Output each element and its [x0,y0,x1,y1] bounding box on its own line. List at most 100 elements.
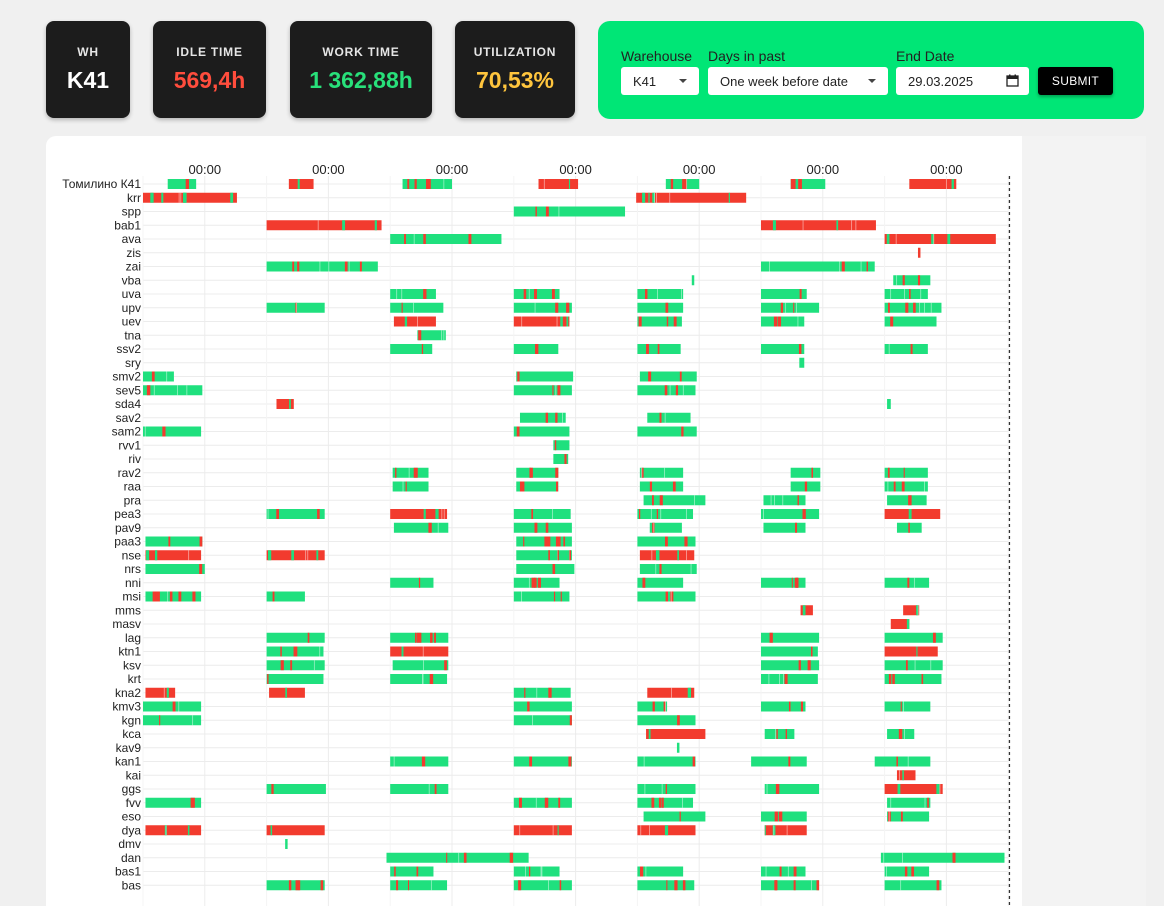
gantt-bar[interactable] [751,756,807,767]
gantt-bar[interactable] [390,866,434,877]
gantt-bar[interactable] [799,357,805,368]
gantt-bar[interactable] [417,330,446,341]
gantt-bar[interactable] [390,880,448,891]
gantt-bar[interactable] [691,275,695,286]
submit-button[interactable]: SUBMIT [1038,67,1113,95]
gantt-bar[interactable] [764,729,795,739]
gantt-bar[interactable] [761,220,876,231]
gantt-bar[interactable] [386,852,529,863]
gantt-bar[interactable] [266,660,325,671]
gantt-bar[interactable] [643,495,706,506]
gantt-bar[interactable] [145,687,176,698]
gantt-bar[interactable] [266,825,325,836]
gantt-bar[interactable] [761,509,820,519]
gantt-bar[interactable] [516,467,559,478]
warehouse-select[interactable]: K41 [621,67,699,95]
days-in-past-select[interactable]: One week before date [708,67,888,95]
gantt-bar[interactable] [761,880,820,891]
gantt-bar[interactable] [516,371,574,382]
gantt-bar[interactable] [884,302,942,313]
gantt-bar[interactable] [266,509,325,519]
gantt-bar[interactable] [647,687,695,698]
gantt-bar[interactable] [266,674,324,684]
gantt-bar[interactable] [887,811,930,822]
gantt-bar[interactable] [647,412,691,423]
gantt-bar[interactable] [143,426,202,437]
gantt-bar[interactable] [266,632,325,643]
gantt-bar[interactable] [646,729,706,739]
gantt-bar[interactable] [143,701,202,712]
gantt-bar[interactable] [649,522,682,533]
gantt-bar[interactable] [390,302,444,313]
gantt-bar[interactable] [393,316,436,327]
gantt-bar[interactable] [390,756,449,767]
gantt-bar[interactable] [145,797,202,808]
gantt-bar[interactable] [639,371,697,382]
gantt-bar[interactable] [553,454,569,464]
gantt-bar[interactable] [761,302,820,313]
gantt-bar[interactable] [761,866,806,877]
end-date-input[interactable]: 29.03.2025 [896,67,1029,95]
gantt-bar[interactable] [519,412,566,423]
gantt-bar[interactable] [516,536,572,547]
gantt-bar[interactable] [266,591,305,602]
gantt-bar[interactable] [637,316,682,327]
gantt-bar[interactable] [643,811,706,822]
gantt-bar[interactable] [266,784,326,794]
gantt-bar[interactable] [637,797,694,808]
gantt-bar[interactable] [538,179,579,189]
gantt-bar[interactable] [761,632,820,643]
gantt-bar[interactable] [639,550,695,561]
gantt-bar[interactable] [884,880,942,891]
gantt-bar[interactable] [167,179,197,189]
gantt-bar[interactable] [392,467,429,478]
gantt-bar[interactable] [516,564,575,574]
gantt-bar[interactable] [637,577,684,588]
gantt-bar[interactable] [874,756,931,767]
gantt-bar[interactable] [143,192,237,203]
gantt-bar[interactable] [145,550,202,561]
gantt-bar[interactable] [761,701,806,712]
gantt-bar[interactable] [636,192,747,203]
gantt-bar[interactable] [143,385,203,396]
gantt-bar[interactable] [761,674,818,684]
gantt-bar[interactable] [637,866,684,877]
gantt-bar[interactable] [393,522,449,533]
gantt-bar[interactable] [880,852,1005,863]
gantt-bar[interactable] [513,756,572,767]
gantt-bar[interactable] [145,564,205,574]
gantt-bar[interactable] [884,660,943,671]
gantt-bar[interactable] [884,234,996,244]
gantt-bar[interactable] [145,591,202,602]
gantt-bar[interactable] [764,784,820,794]
gantt-bar[interactable] [390,646,449,657]
gantt-bar[interactable] [639,481,684,492]
gantt-bar[interactable] [143,715,202,726]
gantt-bar[interactable] [392,481,429,492]
gantt-bar[interactable] [884,577,930,588]
gantt-bar[interactable] [390,784,449,794]
gantt-bar[interactable] [145,536,203,547]
gantt-bar[interactable] [887,797,931,808]
gantt-bar[interactable] [884,316,937,327]
gantt-bar[interactable] [637,880,695,891]
gantt-bar[interactable] [516,481,559,492]
gantt-bar[interactable] [390,674,448,684]
gantt-bar[interactable] [884,467,928,478]
gantt-bar[interactable] [637,509,694,519]
gantt-bar[interactable] [884,674,942,684]
gantt-bar[interactable] [513,687,571,698]
gantt-bar[interactable] [884,646,938,657]
gantt-bar[interactable] [266,220,382,231]
gantt-bar[interactable] [276,399,294,409]
gantt-bar[interactable] [513,206,626,217]
gantt-bar[interactable] [909,179,957,189]
gantt-bar[interactable] [884,632,943,643]
gantt-bar[interactable] [761,811,807,822]
gantt-bar[interactable] [513,302,572,313]
gantt-bar[interactable] [553,440,570,451]
gantt-bar[interactable] [513,577,560,588]
gantt-bar[interactable] [637,715,696,726]
gantt-bar[interactable] [790,179,826,189]
gantt-bar[interactable] [676,742,680,753]
